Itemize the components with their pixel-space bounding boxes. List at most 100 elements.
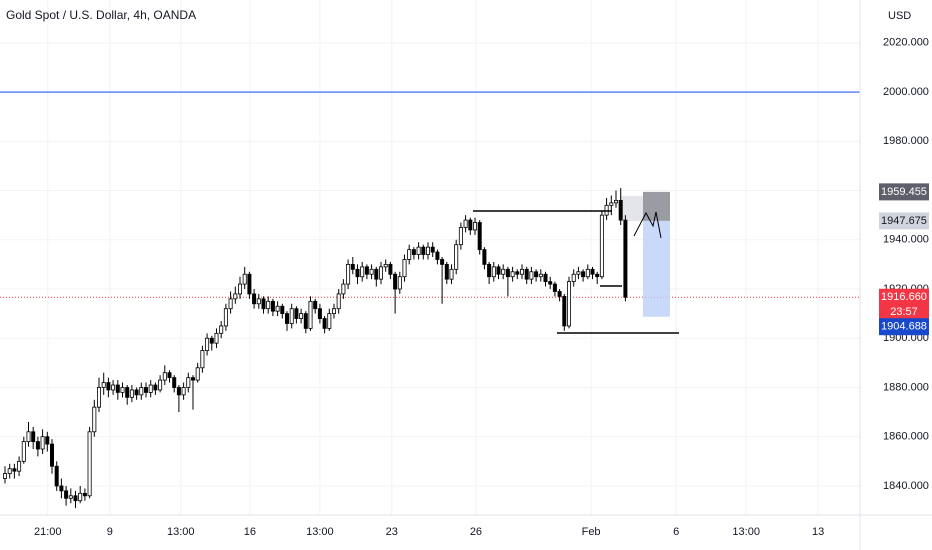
candle-body xyxy=(115,384,120,393)
candle-body xyxy=(571,273,576,283)
candle-body xyxy=(176,387,181,396)
price-label: 1959.455 xyxy=(881,186,927,198)
x-tick-label: 13:00 xyxy=(306,526,334,538)
candle-body xyxy=(270,300,275,312)
candle-body xyxy=(520,268,525,275)
candle-body xyxy=(393,273,398,290)
y-tick-label: 1840.000 xyxy=(883,480,929,492)
candle-body xyxy=(402,259,407,278)
candle-body xyxy=(317,308,322,319)
candle-body xyxy=(181,387,186,396)
candle-body xyxy=(534,271,539,278)
price-label: 1904.688 xyxy=(881,321,927,333)
x-tick-label: 26 xyxy=(470,526,482,538)
price-label-box xyxy=(879,183,929,201)
x-tick-label: 16 xyxy=(244,526,256,538)
candle-body xyxy=(378,266,383,280)
candle-body xyxy=(195,367,200,381)
candle-body xyxy=(40,436,45,450)
candle-body xyxy=(162,372,167,381)
candle-body xyxy=(548,281,553,285)
candle-body xyxy=(477,222,482,251)
candle-body xyxy=(111,384,116,391)
candle-body xyxy=(186,377,191,388)
candle-body xyxy=(54,465,59,487)
candle-body xyxy=(190,377,195,381)
candle-body xyxy=(350,263,355,270)
candle-body xyxy=(336,293,341,310)
candle-body xyxy=(557,291,562,297)
candle-body xyxy=(440,259,445,265)
candle-body xyxy=(242,273,247,285)
candle-body xyxy=(496,266,501,275)
candle-body xyxy=(233,293,238,300)
candle-body xyxy=(430,246,435,253)
candle-body xyxy=(308,300,313,329)
candle-body xyxy=(92,406,97,433)
candle-body xyxy=(209,337,214,344)
candle-body xyxy=(435,251,440,260)
y-tick-label: 1880.000 xyxy=(883,381,929,393)
x-tick-label: 13:00 xyxy=(167,526,195,538)
candle-body xyxy=(228,298,233,310)
candle-body xyxy=(280,305,285,315)
price-label-box xyxy=(879,288,929,321)
price-label: 1947.675 xyxy=(881,215,927,227)
candle-body xyxy=(200,350,205,369)
candle-body xyxy=(219,325,224,334)
candle-body xyxy=(31,431,36,443)
candle-body xyxy=(125,387,130,398)
chart-title: Gold Spot / U.S. Dollar, 4h, OANDA xyxy=(6,8,196,22)
candle-body xyxy=(383,263,388,268)
candle-body xyxy=(360,266,365,278)
candle-body xyxy=(120,387,125,393)
candle-body xyxy=(562,295,567,327)
candle-body xyxy=(529,271,534,280)
candle-body xyxy=(487,263,492,278)
drawn-zigzag xyxy=(633,211,662,239)
candle-body xyxy=(411,249,416,255)
candle-body xyxy=(576,271,581,275)
candle-body xyxy=(407,249,412,260)
countdown: 23:57 xyxy=(890,306,918,318)
candle-body xyxy=(252,293,257,305)
candle-body xyxy=(468,219,473,231)
candle-body xyxy=(158,379,163,391)
candle-body xyxy=(87,431,92,497)
candle-body xyxy=(223,308,228,327)
candle-body xyxy=(12,468,17,472)
candle-body xyxy=(599,214,604,278)
candle-body xyxy=(510,271,515,278)
x-tick-label: Feb xyxy=(582,526,601,538)
candle-body xyxy=(35,441,40,450)
drawings xyxy=(473,210,679,334)
candle-body xyxy=(106,382,111,391)
candle-body xyxy=(364,266,369,275)
y-tick-label: 1860.000 xyxy=(883,431,929,443)
candle-body xyxy=(425,246,430,255)
candle-body xyxy=(294,308,299,319)
candle-body xyxy=(26,431,31,443)
candle-body xyxy=(421,246,426,255)
candle-body xyxy=(614,199,619,204)
candle-body xyxy=(369,268,374,275)
x-tick-label: 23 xyxy=(386,526,398,538)
candles xyxy=(3,188,628,509)
price-label-box xyxy=(879,318,929,336)
candle-body xyxy=(275,305,280,312)
candle-body xyxy=(214,332,219,344)
candle-body xyxy=(463,219,468,228)
candle-body xyxy=(73,495,78,502)
candle-body xyxy=(374,268,379,280)
candle-body xyxy=(266,300,271,310)
candle-body xyxy=(327,313,332,329)
candle-body xyxy=(256,298,261,305)
candle-body xyxy=(167,372,172,379)
candle-body xyxy=(454,244,459,270)
candle-body xyxy=(416,246,421,255)
candle-body xyxy=(172,377,177,388)
candle-body xyxy=(303,313,308,329)
candle-body xyxy=(64,490,69,499)
candle-body xyxy=(261,298,266,310)
candle-body xyxy=(618,199,623,221)
